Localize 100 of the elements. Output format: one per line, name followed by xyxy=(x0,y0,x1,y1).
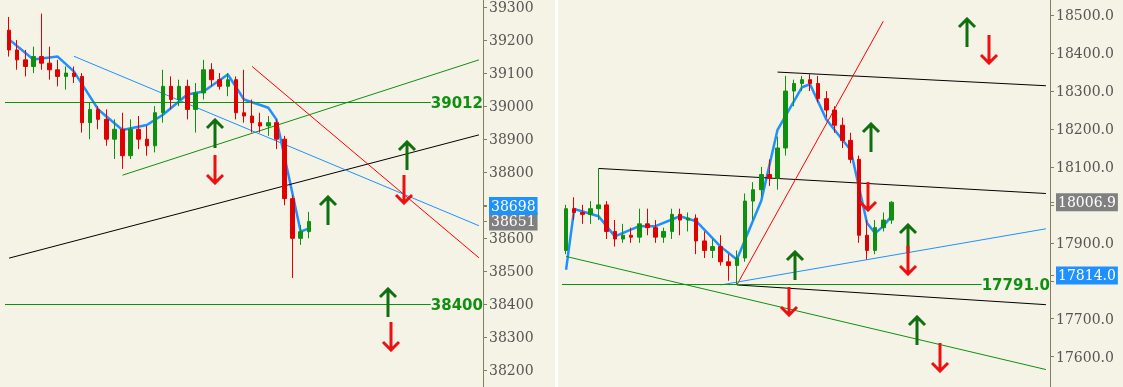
candlestick xyxy=(7,16,11,58)
y-tick-label: 39200 xyxy=(489,32,534,49)
y-tick-label: 38651 xyxy=(491,213,536,230)
y-tick-label: 17700.0 xyxy=(1056,310,1114,327)
candlestick xyxy=(234,75,238,120)
y-tick-label: 38200 xyxy=(489,362,534,379)
candlestick xyxy=(800,75,804,92)
candlestick xyxy=(596,167,601,221)
candlestick xyxy=(64,65,68,91)
candlestick xyxy=(637,208,642,244)
candlestick xyxy=(645,208,650,236)
y-tick-label: 38600 xyxy=(489,230,534,247)
candlestick xyxy=(298,224,303,246)
candlestick xyxy=(702,230,707,259)
candlestick xyxy=(250,99,254,134)
candlestick xyxy=(873,219,877,255)
candlestick xyxy=(290,194,295,279)
candlestick xyxy=(881,211,886,232)
candlestick xyxy=(580,204,585,225)
y-tick-label: 39100 xyxy=(489,65,534,82)
y-tick-label: 38698 xyxy=(491,197,536,214)
y-tick-label: 38300 xyxy=(489,329,534,346)
candlestick xyxy=(767,158,772,187)
candlestick xyxy=(661,227,666,244)
y-tick-label: 39300 xyxy=(489,0,534,15)
y-tick-label: 38500 xyxy=(489,263,534,280)
candlestick xyxy=(686,211,690,232)
y-tick-label: 38400 xyxy=(489,296,534,313)
candlestick xyxy=(217,72,222,91)
candlestick xyxy=(128,118,133,160)
candlestick xyxy=(23,49,28,77)
candlestick xyxy=(136,115,141,150)
candlestick xyxy=(604,200,609,240)
candlestick xyxy=(39,13,44,71)
candlestick xyxy=(848,132,853,164)
candlestick xyxy=(72,65,76,84)
candlestick xyxy=(80,72,84,134)
candlestick xyxy=(694,213,698,255)
candlestick xyxy=(726,253,731,282)
candlestick xyxy=(710,238,715,259)
candlestick xyxy=(242,69,246,124)
candlestick xyxy=(889,200,894,225)
y-tick-label: 39000 xyxy=(489,98,534,115)
candlestick xyxy=(743,193,747,263)
y-tick-label: 18006.9 xyxy=(1058,194,1116,211)
candlestick xyxy=(55,59,60,87)
candlestick xyxy=(792,79,796,107)
candlestick xyxy=(783,75,788,157)
y-tick-label: 17900.0 xyxy=(1056,234,1114,251)
candlestick xyxy=(112,118,117,160)
candlestick xyxy=(307,211,311,239)
y-tick-label: 38800 xyxy=(489,164,534,181)
candlestick xyxy=(564,204,568,255)
candlestick xyxy=(15,39,19,71)
candlestick xyxy=(201,59,206,101)
candlestick xyxy=(718,234,723,267)
candlestick xyxy=(653,219,658,244)
candlestick xyxy=(153,105,157,153)
candlestick xyxy=(120,112,125,170)
ref-line-label: 39012 xyxy=(430,93,483,112)
candlestick xyxy=(670,208,674,240)
candlestick xyxy=(857,155,861,244)
candlestick xyxy=(274,118,279,150)
ref-line-label: 38400 xyxy=(430,295,483,314)
candlestick xyxy=(824,90,829,119)
y-tick-label: 18400.0 xyxy=(1056,45,1114,62)
candlestick xyxy=(621,223,625,244)
y-tick-label: 17814.0 xyxy=(1058,267,1116,284)
candlestick xyxy=(572,196,576,221)
candlestick xyxy=(816,75,820,103)
candlestick xyxy=(226,72,230,97)
y-tick-label: 18500.0 xyxy=(1056,7,1114,24)
candlestick xyxy=(678,208,682,236)
y-tick-label: 18200.0 xyxy=(1056,121,1114,137)
candlestick xyxy=(588,200,593,225)
candlestick xyxy=(266,115,271,137)
candlestick xyxy=(865,219,869,261)
candlestick xyxy=(808,73,812,92)
y-tick-label: 17600.0 xyxy=(1056,348,1114,365)
candlestick xyxy=(169,75,173,110)
candlestick xyxy=(145,125,149,157)
candlestick xyxy=(209,62,214,87)
y-tick-label: 18300.0 xyxy=(1056,83,1114,100)
candlestick xyxy=(613,219,617,248)
ref-line-label: 17791.0 xyxy=(981,275,1050,294)
candlestick xyxy=(47,46,52,81)
y-tick-label: 38900 xyxy=(489,131,534,148)
y-tick-label: 18100.0 xyxy=(1056,158,1114,175)
candlestick xyxy=(832,105,837,134)
candlestick xyxy=(840,117,845,149)
candlestick xyxy=(258,112,262,134)
candlestick xyxy=(185,79,190,120)
candlestick xyxy=(751,181,755,221)
candlestick xyxy=(282,135,287,206)
candlestick xyxy=(629,227,633,244)
candlestick xyxy=(96,105,100,130)
candlestick xyxy=(775,136,780,191)
candlestick xyxy=(31,46,36,74)
candlestick xyxy=(759,166,764,198)
candlestick xyxy=(104,108,109,147)
